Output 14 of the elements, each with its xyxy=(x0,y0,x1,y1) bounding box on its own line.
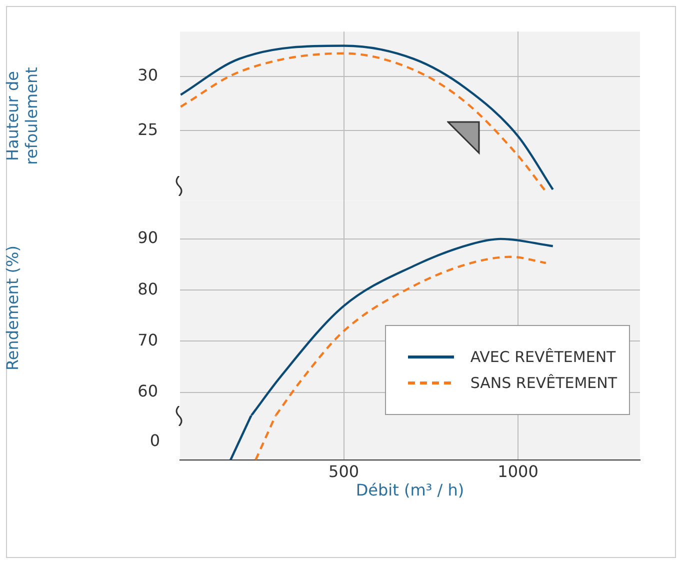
y-tick-label: 90 xyxy=(138,228,158,248)
y-tick-label: 30 xyxy=(138,65,158,84)
x-axis-title: Débit (m³ / h) xyxy=(356,480,464,500)
text: 0 xyxy=(148,431,160,450)
x-tick-label: 1000 xyxy=(498,462,538,481)
y-axis-title: Hauteur de refoulement xyxy=(2,67,41,165)
y-tick-label: 70 xyxy=(138,330,158,350)
y-tick-label: 80 xyxy=(138,279,158,298)
y-axis-title: Rendement (%) xyxy=(2,246,22,370)
y-tick-label: 25 xyxy=(138,120,158,139)
y-tick-label: 60 xyxy=(138,382,158,401)
legend-label: AVEC REVÊTEMENT xyxy=(470,348,616,366)
legend-label: SANS REVÊTEMENT xyxy=(470,374,617,392)
x-tick-label: 500 xyxy=(328,462,360,481)
